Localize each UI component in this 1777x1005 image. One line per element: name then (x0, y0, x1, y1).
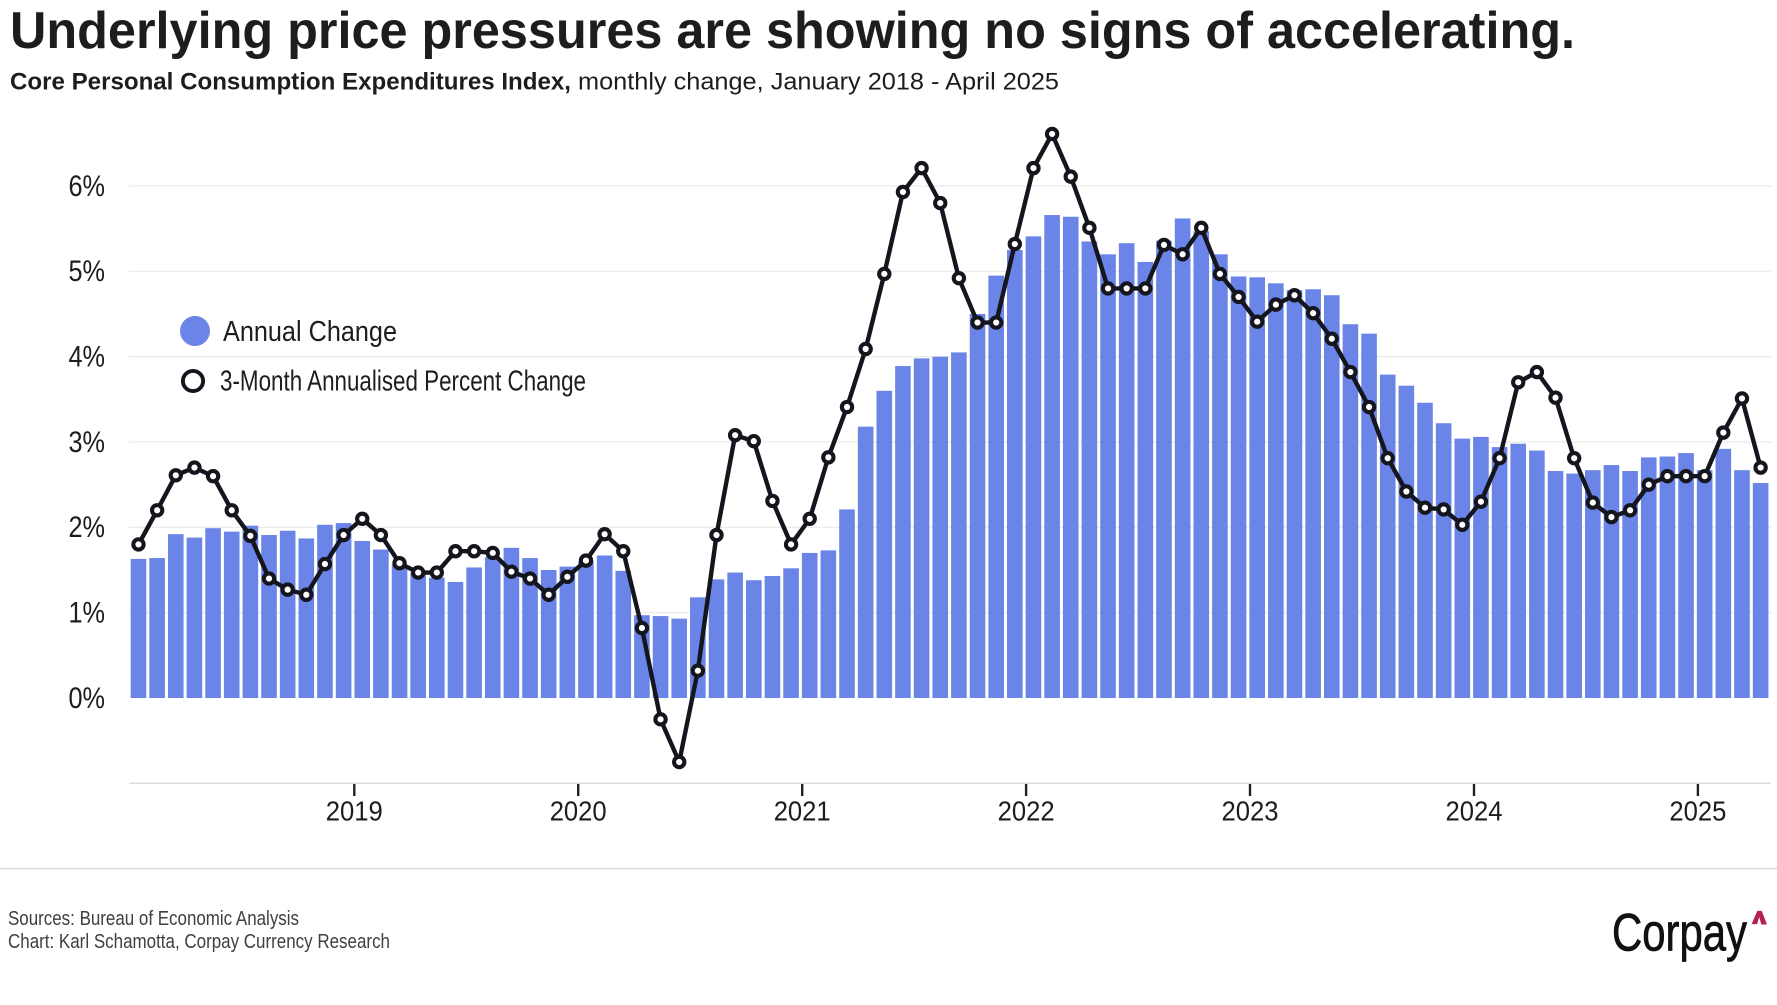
svg-text:2019: 2019 (326, 796, 383, 827)
svg-text:2%: 2% (69, 511, 106, 544)
svg-text:Underlying price pressures are: Underlying price pressures are showing n… (10, 2, 1575, 60)
svg-text:6%: 6% (69, 170, 106, 203)
svg-text:2025: 2025 (1669, 796, 1726, 827)
svg-text:2022: 2022 (998, 796, 1055, 827)
svg-text:Sources: Bureau of Economic An: Sources: Bureau of Economic Analysis (8, 908, 299, 930)
svg-text:3%: 3% (69, 426, 106, 459)
svg-text:Core Personal Consumption Expe: Core Personal Consumption Expenditures I… (10, 69, 1059, 96)
svg-text:3-Month Annualised Percent Cha: 3-Month Annualised Percent Change (220, 366, 586, 398)
svg-text:5%: 5% (69, 255, 106, 288)
svg-text:2020: 2020 (550, 796, 607, 827)
svg-text:1%: 1% (69, 597, 106, 630)
svg-text:4%: 4% (69, 341, 106, 374)
svg-text:0%: 0% (69, 682, 106, 715)
svg-text:Chart: Karl Schamotta, Corpay: Chart: Karl Schamotta, Corpay Currency R… (8, 931, 390, 953)
svg-text:Annual Change: Annual Change (223, 316, 397, 348)
svg-text:2021: 2021 (774, 796, 831, 827)
svg-text:Corpay: Corpay (1612, 904, 1747, 963)
svg-text:2023: 2023 (1222, 796, 1279, 827)
svg-text:2024: 2024 (1446, 796, 1503, 827)
